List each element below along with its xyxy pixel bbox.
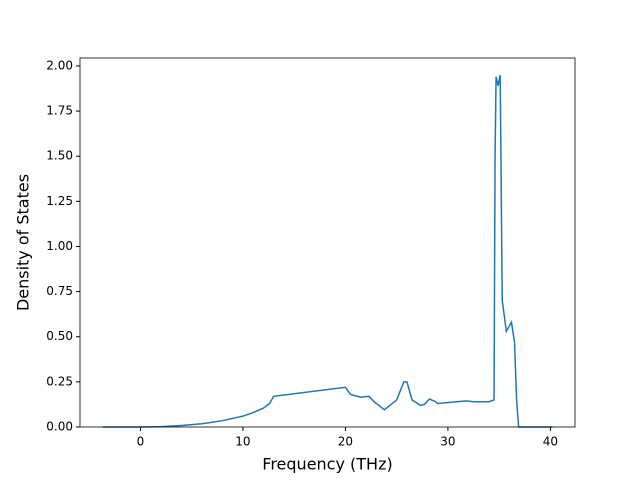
y-tick-label: 0.75 (46, 284, 73, 298)
x-tick-label: 40 (543, 435, 558, 449)
y-axis-label: Density of States (14, 174, 33, 311)
x-tick-label: 0 (137, 435, 145, 449)
line (102, 74, 553, 428)
y-tick-label: 1.00 (46, 239, 73, 253)
x-tick-label: 30 (440, 435, 455, 449)
x-tick-label: 10 (235, 435, 250, 449)
y-tick-label: 0.25 (46, 374, 73, 388)
y-tick-label: 1.50 (46, 149, 73, 163)
y-tick-label: 1.25 (46, 194, 73, 208)
y-tick-label: 0.00 (46, 420, 73, 434)
x-axis-label: Frequency (THz) (262, 455, 392, 474)
y-tick-label: 1.75 (46, 104, 73, 118)
y-tick-label: 0.50 (46, 329, 73, 343)
axes-frame (79, 57, 576, 428)
y-tick-label: 2.00 (46, 58, 73, 72)
x-tick-label: 20 (338, 435, 353, 449)
